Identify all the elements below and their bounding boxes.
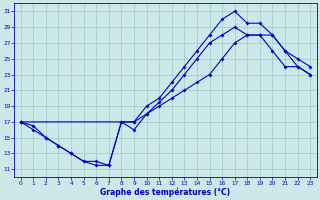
X-axis label: Graphe des températures (°C): Graphe des températures (°C) xyxy=(100,187,230,197)
